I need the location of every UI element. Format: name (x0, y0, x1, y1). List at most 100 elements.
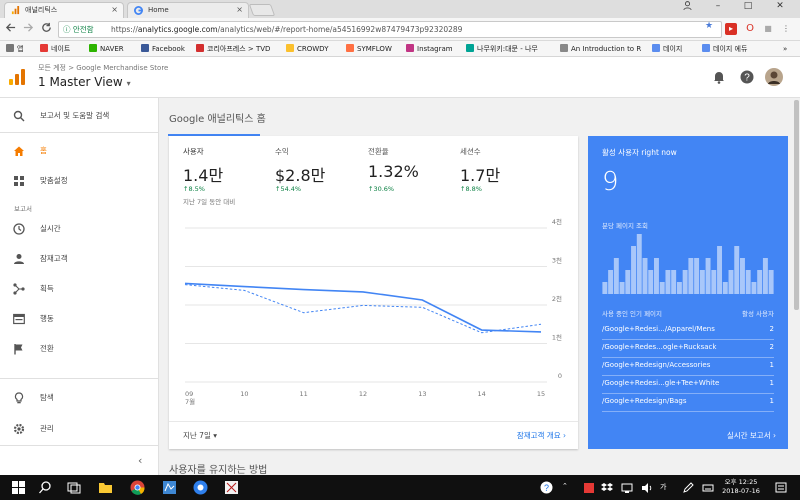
bookmark-item[interactable]: Instagram (406, 44, 453, 54)
address-bar[interactable]: ⓘ 안전함 https://analytics.google.com/analy… (58, 21, 722, 38)
sidebar-item-label: 보고서 및 도움말 검색 (40, 111, 110, 120)
bookmark-item[interactable]: 데이지 (652, 44, 682, 54)
symflow-icon (346, 44, 354, 52)
windows-start-icon[interactable] (11, 480, 26, 495)
realtime-report-link[interactable]: 실시간 보고서 › (726, 431, 776, 440)
sidebar-item-behavior[interactable]: 행동 (0, 308, 158, 330)
breadcrumb[interactable]: 모든 계정 > Google Merchandise Store (38, 64, 169, 72)
dropbox-icon[interactable] (601, 482, 613, 494)
bookmark-item[interactable]: 데이지 에듀 (702, 44, 747, 54)
x-tick-label: 13 (418, 390, 426, 398)
extension-icon-2[interactable]: ■ (764, 24, 772, 33)
bookmark-item[interactable]: Facebook (141, 44, 185, 54)
task-view-icon[interactable] (67, 480, 82, 495)
sidebar-item-audience[interactable]: 잠재고객 (0, 248, 158, 270)
close-window-button[interactable]: ✕ (776, 1, 784, 11)
system-clock[interactable]: 오후 12:25 2018-07-16 (722, 478, 760, 496)
top-page-row[interactable]: /Google+Redesign/Bags 1 (602, 394, 774, 412)
top-page-row[interactable]: /Google+Redes...ogle+Rucksack 2 (602, 340, 774, 358)
bookmark-item[interactable]: 나무위키:대문 - 나무 (466, 44, 538, 54)
audience-overview-link[interactable]: 잠재고객 개요 › (516, 431, 566, 440)
collapse-sidebar-button[interactable]: ‹ (138, 454, 143, 467)
analytics-logo-icon[interactable] (9, 69, 25, 85)
divider (0, 445, 158, 446)
search-reports-button[interactable]: 보고서 및 도움말 검색 (0, 105, 158, 127)
url-path: /analytics/web/#/report-home/a54516992w8… (217, 25, 463, 34)
reload-icon[interactable] (39, 22, 53, 36)
pageviews-per-minute-chart (602, 234, 774, 294)
account-icon[interactable] (679, 1, 695, 13)
svg-text:?: ? (744, 73, 750, 84)
help-icon[interactable]: ? (740, 70, 754, 84)
sidebar-item-home[interactable]: 홈 (0, 140, 158, 162)
metric-change: ↑54.4% (275, 185, 302, 193)
bookmark-item[interactable]: SYMFLOW (346, 44, 392, 54)
sidebar-item-realtime[interactable]: 실시간 (0, 218, 158, 240)
back-arrow-icon[interactable] (3, 22, 17, 36)
pageview-bar (659, 282, 665, 294)
secure-indicator[interactable]: ⓘ 안전함 (63, 25, 94, 34)
notification-center-icon[interactable] (774, 481, 788, 495)
pageview-bar (745, 270, 751, 294)
opera-extension-icon[interactable]: O (746, 23, 754, 34)
sidebar-item-acquisition[interactable]: 획득 (0, 278, 158, 300)
top-page-row[interactable]: /Google+Redesi.../Apparel/Mens 2 (602, 322, 774, 340)
view-selector[interactable]: 1 Master View ▾ (38, 75, 131, 89)
help-tray-icon[interactable]: ? (540, 481, 553, 494)
sidebar-item-customization[interactable]: 맞춤설정 (0, 170, 158, 192)
maximize-button[interactable]: □ (743, 1, 753, 11)
new-tab-button[interactable] (248, 4, 276, 16)
pen-icon[interactable] (682, 482, 694, 494)
bookmark-item[interactable]: 앱 (6, 44, 23, 54)
close-tab-icon[interactable]: × (111, 5, 118, 14)
close-tab-icon[interactable]: × (236, 5, 243, 14)
x-tick-label: 14 (478, 390, 486, 398)
more-bookmarks-button[interactable]: » (783, 45, 788, 53)
view-name: 1 Master View (38, 75, 123, 89)
minimize-button[interactable]: – (715, 1, 721, 11)
notifications-icon[interactable] (712, 70, 726, 84)
avatar[interactable] (765, 68, 783, 86)
page-scrollbar[interactable] (793, 98, 800, 475)
tab-home[interactable]: Home × (127, 2, 249, 18)
pageview-bar (722, 282, 728, 294)
chrome-icon[interactable] (130, 480, 145, 495)
menu-icon[interactable]: ⋮ (782, 24, 790, 33)
extension-icon[interactable]: ▸ (725, 23, 737, 35)
tray-chevron-icon[interactable]: ⌃ (562, 482, 568, 490)
sidebar-item-label: 탐색 (40, 393, 54, 402)
bookmark-star-icon[interactable]: ★ (705, 21, 714, 31)
volume-icon[interactable] (641, 482, 653, 494)
network-icon[interactable] (621, 482, 633, 494)
file-explorer-icon[interactable] (98, 480, 113, 495)
bookmark-item[interactable]: CROWDY (286, 44, 328, 54)
page-count: 2 (769, 343, 774, 351)
sidebar-item-label: 전환 (40, 344, 54, 353)
bookmark-item[interactable]: 코리아프레스 > TVD (196, 44, 270, 54)
bookmark-item[interactable]: An Introduction to R (560, 44, 641, 54)
scrollbar-thumb[interactable] (794, 100, 799, 310)
keyboard-icon[interactable] (702, 482, 714, 494)
pageview-bar (602, 282, 608, 294)
bookmark-item[interactable]: 네이트 (40, 44, 70, 54)
app-icon-3[interactable] (224, 480, 239, 495)
pageview-bar (768, 270, 774, 294)
top-page-row[interactable]: /Google+Redesign/Accessories 1 (602, 358, 774, 376)
sidebar-item-label: 행동 (40, 314, 54, 323)
forward-arrow-icon[interactable] (21, 22, 35, 36)
sidebar-item-discover[interactable]: 탐색 (0, 387, 158, 409)
top-page-row[interactable]: /Google+Redesi...gle+Tee+White 1 (602, 376, 774, 394)
tab-analytics[interactable]: 애널리틱스 × (4, 2, 124, 18)
tray-app-icon[interactable] (583, 482, 595, 494)
sidebar-item-admin[interactable]: 관리 (0, 418, 158, 440)
sidebar-item-conversions[interactable]: 전환 (0, 338, 158, 360)
app-icon-2[interactable] (193, 480, 208, 495)
bookmark-item[interactable]: NAVER (89, 44, 124, 54)
app-icon[interactable] (162, 480, 177, 495)
search-icon[interactable] (38, 480, 53, 495)
chevron-down-icon: ▾ (126, 79, 131, 88)
input-method-indicator[interactable]: 가 (660, 483, 667, 491)
url-text: https://analytics.google.com/analytics/w… (111, 22, 462, 37)
date-range-dropdown[interactable]: 지난 7일 ▾ (183, 431, 218, 440)
